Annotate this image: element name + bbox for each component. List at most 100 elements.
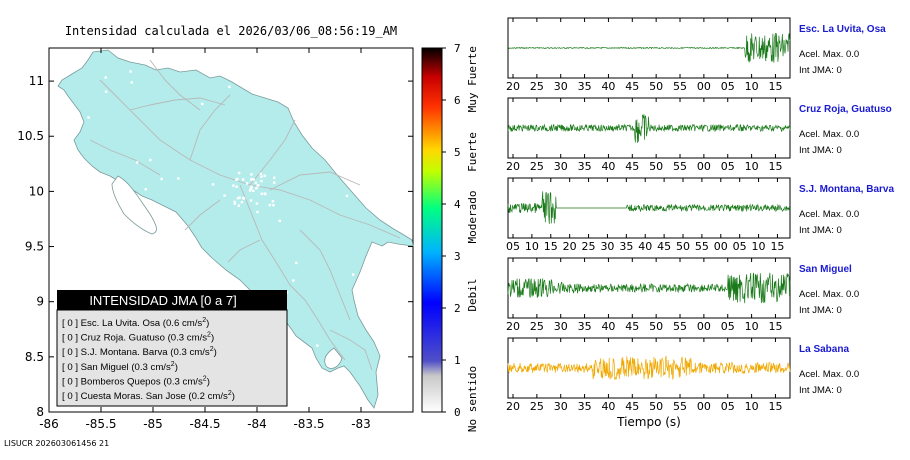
trace-x-tick-label: 50	[649, 160, 663, 173]
trace-x-tick-label: 45	[625, 160, 639, 173]
trace-x-tick-label: 15	[768, 160, 782, 173]
trace-x-tick-label: 20	[506, 400, 520, 413]
station-name: Cruz Roja, Guatuso	[799, 104, 892, 115]
colorbar-category: Muy Fuerte	[466, 46, 479, 112]
waveform	[507, 272, 791, 304]
town-marker	[236, 197, 240, 200]
trace-x-tick-label: 10	[752, 240, 766, 253]
road	[99, 79, 401, 239]
trace-x-tick-label: 30	[554, 400, 568, 413]
map-y-tick-label: 9	[36, 295, 44, 309]
town-marker	[273, 176, 276, 180]
town-marker	[245, 182, 249, 185]
station-stat: Acel. Max. 0.0	[799, 369, 859, 380]
town-marker	[263, 192, 267, 195]
trace-x-tick-label: 50	[649, 80, 663, 93]
town-marker	[241, 178, 245, 181]
town-marker	[260, 179, 263, 183]
map-x-tick-label: -85.5	[85, 417, 116, 431]
trace-x-tick-label: 10	[745, 400, 759, 413]
golfo-dulce	[324, 347, 343, 369]
town-marker	[149, 158, 152, 162]
trace-x-tick-label: 55	[673, 320, 687, 333]
town-marker	[332, 113, 336, 117]
town-marker	[272, 181, 276, 184]
road	[227, 239, 261, 263]
map-x-tick-label: -85	[143, 417, 163, 431]
trace-x-tick-label: 30	[554, 160, 568, 173]
station-stat: Acel. Max. 0.0	[799, 209, 859, 220]
trace-x-tick-label: 15	[544, 240, 558, 253]
town-marker	[271, 200, 275, 203]
trace-x-tick-label: 50	[649, 320, 663, 333]
colorbar-tick-label: 7	[454, 42, 461, 55]
trace-x-tick-label: 40	[601, 400, 615, 413]
trace-x-tick-label: 15	[768, 80, 782, 93]
station-stat: Int JMA: 0	[799, 65, 842, 76]
town-marker	[129, 70, 132, 73]
town-marker	[88, 250, 92, 253]
trace-x-tick-label: 20	[563, 240, 577, 253]
trace-x-tick-label: 35	[578, 400, 592, 413]
map-x-tick-label: -86	[39, 417, 59, 431]
trace-x-tick-label: 35	[578, 160, 592, 173]
town-marker	[201, 102, 204, 106]
trace-x-tick-label: 00	[697, 160, 711, 173]
trace-x-tick-label: 10	[745, 80, 759, 93]
town-marker	[235, 185, 238, 188]
town-marker	[232, 184, 235, 187]
waveform	[507, 355, 791, 381]
station-stat: Acel. Max. 0.0	[799, 129, 859, 140]
station-stat: Int JMA: 0	[799, 305, 842, 316]
trace-x-tick-label: 00	[714, 240, 728, 253]
trace-x-tick-label: 55	[673, 80, 687, 93]
town-marker	[242, 196, 245, 200]
colorbar-category: Fuerte	[466, 132, 479, 172]
trace-x-tick-label: 25	[530, 400, 544, 413]
town-marker	[228, 85, 231, 89]
town-marker	[316, 344, 319, 347]
town-marker	[233, 200, 236, 204]
town-marker	[317, 110, 320, 114]
colorbar-categories: No sentido Debil Moderado Fuerte Muy Fuerte	[466, 46, 479, 432]
town-marker	[99, 176, 102, 180]
legend-item: [ 0 ] S.J. Montana. Barva (0.3 cm/s2)	[62, 346, 217, 358]
road	[269, 171, 361, 191]
trace-x-tick-label: 50	[676, 240, 690, 253]
legend-item: [ 0 ] Cruz Roja. Guatuso (0.3 cm/s2)	[62, 332, 214, 344]
trace-x-tick-label: 20	[506, 80, 520, 93]
trace-x-tick-label: 45	[625, 80, 639, 93]
road	[149, 59, 201, 111]
map-y-tick-label: 8.5	[25, 350, 44, 364]
colorbar-tick-label: 6	[454, 94, 461, 107]
road	[89, 139, 161, 176]
legend-header-bg	[57, 290, 287, 310]
waveform	[507, 191, 791, 224]
trace-x-tick-label: 25	[530, 320, 544, 333]
trace-x-tick-label: 10	[745, 160, 759, 173]
town-marker	[272, 203, 275, 207]
map-y-tick-label: 9.5	[25, 240, 44, 254]
town-marker	[237, 204, 241, 207]
land-polygon	[57, 49, 414, 409]
trace-x-tick-label: 35	[578, 320, 592, 333]
trace-x-tick-label: 35	[578, 80, 592, 93]
legend-item: [ 0 ] Cuesta Moras. San Jose (0.2 cm/s2)	[62, 390, 235, 402]
road	[184, 199, 221, 231]
colorbar-tick-label: 0	[454, 406, 461, 419]
trace-x-tick-label: 20	[506, 320, 520, 333]
town-marker	[292, 279, 295, 282]
legend-header: INTENSIDAD JMA [0 a 7]	[89, 293, 236, 308]
trace-x-tick-label: 45	[625, 400, 639, 413]
colorbar-tick-label: 4	[454, 198, 461, 211]
town-marker	[236, 177, 239, 181]
town-marker	[130, 81, 134, 84]
legend-item: [ 0 ] San Miguel (0.3 cm/s2)	[62, 361, 178, 373]
trace-x-tick-label: 05	[721, 80, 735, 93]
town-marker	[223, 194, 226, 197]
trace-x-tick-label: 10	[525, 240, 539, 253]
trace-x-tick-label: 00	[697, 400, 711, 413]
seismogram-panels: 20 25 30 35 40 45 50 55 00 05 10 15 Esc. La Uvita, O…	[506, 17, 894, 429]
costa-rica-landmass	[57, 49, 414, 409]
